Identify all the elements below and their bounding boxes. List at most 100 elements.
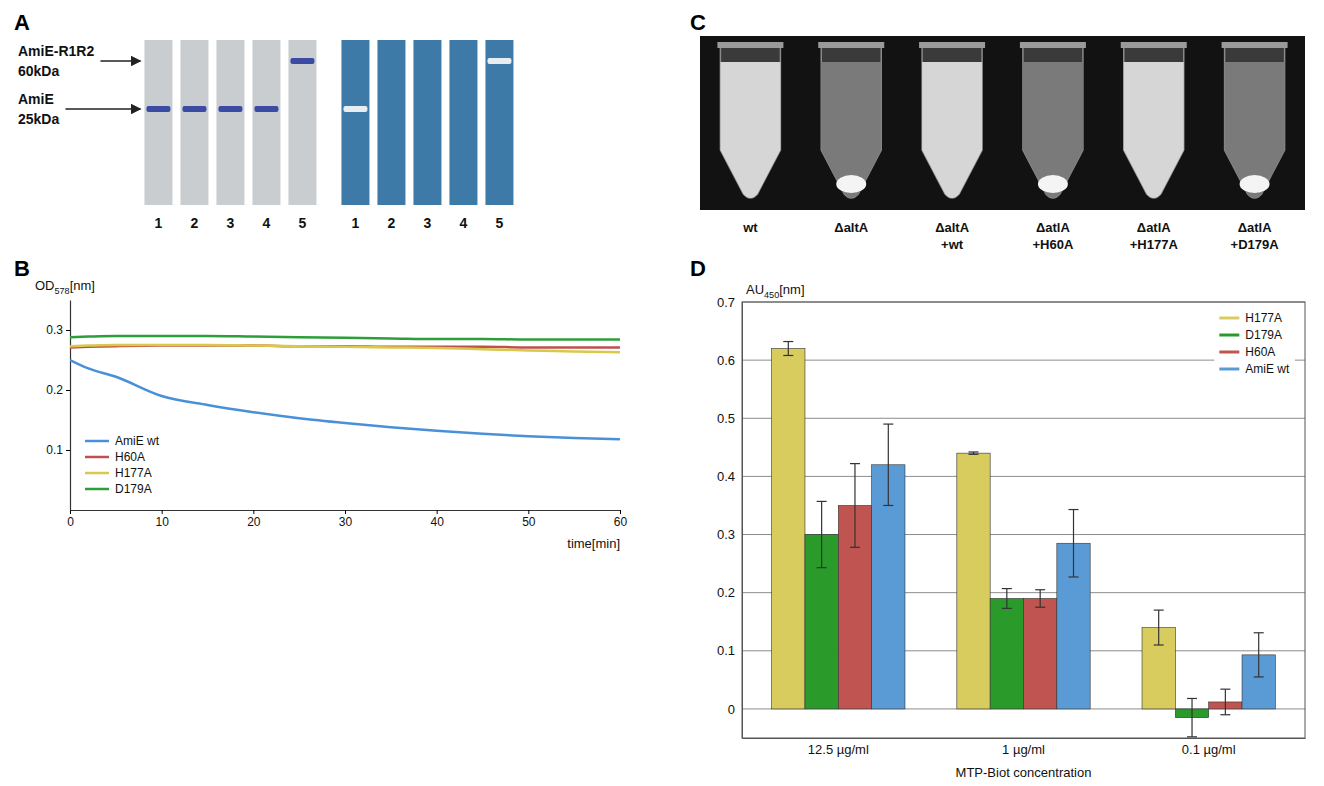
error-stem (854, 464, 855, 548)
tube-rim (919, 42, 985, 48)
legend: AmiE wt H60A H177A D179A (85, 434, 160, 496)
tube-label: +D179A (1231, 237, 1280, 252)
tube-label: ΔatlA (1137, 220, 1172, 235)
marker-name: AmiE (18, 91, 54, 107)
tick-label: 20 (247, 515, 261, 529)
error-cap (783, 341, 793, 342)
error-bar (1069, 510, 1079, 577)
tube-label: wt (742, 220, 758, 235)
tick: 0.2 (717, 585, 735, 600)
tick: 0.3 (717, 527, 735, 542)
marker-name: AmiE-R1R2 (18, 43, 94, 59)
gel-lane (413, 40, 441, 205)
gel-band (343, 106, 367, 112)
axis-line (743, 738, 1306, 739)
lane-number: 4 (263, 215, 271, 231)
error-stem (1258, 633, 1259, 677)
y-axis: 00.10.20.30.40.50.60.7 (717, 295, 743, 739)
tick-label: 0.3 (717, 527, 735, 542)
marker-size: 60kDa (18, 63, 59, 79)
pellet (1240, 175, 1270, 193)
error-cap (850, 463, 860, 464)
legend-label: D179A (115, 482, 152, 496)
tube-liquid (720, 62, 780, 198)
error-cap (1187, 736, 1197, 737)
legend-item: AmiE wt (85, 434, 160, 448)
tick-mark (70, 510, 71, 514)
gel-band (182, 106, 206, 112)
tick-label: 40 (430, 515, 444, 529)
error-cap (783, 355, 793, 356)
tube (1225, 46, 1285, 198)
legend-background (1214, 307, 1295, 380)
legend-label: AmiE wt (1245, 362, 1290, 376)
tick-label: 0.4 (717, 469, 735, 484)
tick-label: 0.1 (46, 443, 63, 457)
photo-background (700, 36, 1305, 210)
axis-title: time[min] (567, 536, 620, 551)
error-bar (1187, 698, 1197, 736)
error-bar (1254, 633, 1264, 677)
error-cap (1069, 576, 1079, 577)
tick-label: 0.2 (46, 383, 63, 397)
lane-number: 4 (460, 215, 468, 231)
legend-label: D179A (1245, 328, 1282, 342)
gel-lane (341, 40, 369, 205)
tick: 50 (522, 510, 536, 529)
tick-label: 0.5 (717, 411, 735, 426)
error-cap (1069, 509, 1079, 510)
error-cap (883, 505, 893, 506)
gel-lane (180, 40, 208, 205)
tick-label: 0.7 (717, 295, 735, 310)
legend-swatch (1219, 351, 1239, 354)
tube (821, 46, 881, 198)
lane-number: 5 (299, 215, 307, 231)
title-part: AU (746, 282, 764, 297)
error-cap (968, 451, 978, 452)
legend-item: D179A (85, 482, 152, 496)
panel-letter: D (690, 256, 706, 281)
marker-arrow (65, 108, 140, 110)
panel-letter: C (690, 10, 706, 35)
bar (990, 598, 1023, 708)
error-cap (1035, 589, 1045, 590)
series-line (70, 336, 620, 340)
tick-label: 50 (522, 515, 536, 529)
axis-line (70, 301, 71, 511)
tube-label: ΔatlA (1036, 220, 1071, 235)
gel-band (218, 106, 242, 112)
tube (922, 46, 982, 198)
error-cap (850, 547, 860, 548)
tube-rim (717, 42, 783, 48)
legend-label: H60A (115, 450, 145, 464)
axis-title: MTP-Biot concentration (956, 765, 1092, 780)
axis-title: OD578[nm] (35, 278, 95, 296)
tick-mark (162, 510, 163, 514)
error-bar (850, 464, 860, 548)
panel-a: AmiE-R1R260kDaAmiE25kDa1234512345 (18, 40, 513, 231)
y-axis: 0.10.20.3 (46, 301, 70, 511)
pellet (1038, 175, 1068, 193)
plot-area (70, 336, 620, 439)
lane-number: 2 (191, 215, 199, 231)
legend-swatch (1219, 368, 1239, 371)
panel-d: 00.10.20.30.40.50.60.712.5 µg/ml1 µg/ml0… (717, 282, 1306, 780)
tick: 0.5 (717, 411, 735, 426)
title-subscript: 578 (55, 286, 70, 296)
tick: 60 (614, 510, 628, 529)
title-subscript: 450 (764, 290, 779, 300)
error-stem (1073, 510, 1074, 577)
tick-mark (620, 510, 621, 514)
legend-item: H177A (85, 466, 152, 480)
legend-swatch (1219, 317, 1239, 320)
tube-label: ΔaltA (834, 220, 869, 235)
lane-number: 3 (227, 215, 235, 231)
tube-rim (818, 42, 884, 48)
bar (1024, 598, 1057, 708)
tick-label: 12.5 µg/ml (808, 742, 869, 757)
lane-number: 2 (388, 215, 396, 231)
tick-mark (528, 510, 529, 514)
error-cap (1154, 644, 1164, 645)
error-stem (1040, 590, 1041, 607)
tube-label: +H60A (1033, 237, 1074, 252)
